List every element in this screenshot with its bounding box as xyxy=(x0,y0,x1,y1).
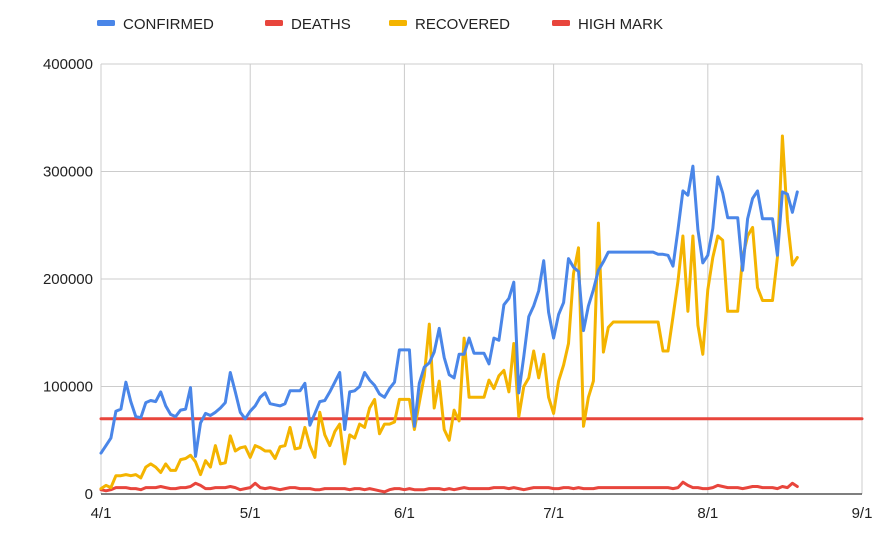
legend-label-deaths: DEATHS xyxy=(291,16,351,33)
legend-swatch-high-mark xyxy=(552,20,570,26)
legend-item-deaths[interactable]: DEATHS xyxy=(265,16,351,33)
y-tick-label: 400000 xyxy=(43,56,93,73)
legend-item-recovered[interactable]: RECOVERED xyxy=(389,16,510,33)
legend-label-high-mark: HIGH MARK xyxy=(578,16,663,33)
legend-swatch-deaths xyxy=(265,20,283,26)
x-tick-label: 5/1 xyxy=(240,505,261,522)
x-tick-label: 8/1 xyxy=(697,505,718,522)
series-line-recovered[interactable] xyxy=(99,134,799,491)
series-line-deaths[interactable] xyxy=(99,480,799,494)
legend-swatch-recovered xyxy=(389,20,407,26)
legend-swatch-confirmed xyxy=(97,20,115,26)
y-tick-label: 300000 xyxy=(43,164,93,181)
x-tick-label: 7/1 xyxy=(543,505,564,522)
legend-item-high-mark[interactable]: HIGH MARK xyxy=(552,16,663,33)
legend: CONFIRMED DEATHS RECOVERED HIGH MARK xyxy=(97,16,663,33)
legend-label-confirmed: CONFIRMED xyxy=(123,16,214,33)
grid xyxy=(100,63,863,495)
axes: 0 100000 200000 300000 400000 4/1 5/1 6/1 7/1 8/1… xyxy=(43,56,872,522)
legend-label-recovered: RECOVERED xyxy=(415,16,510,33)
x-tick-label: 4/1 xyxy=(91,505,112,522)
x-tick-label: 6/1 xyxy=(394,505,415,522)
series-line-confirmed[interactable] xyxy=(99,164,799,458)
y-tick-label: 200000 xyxy=(43,271,93,288)
series xyxy=(99,134,864,494)
legend-item-confirmed[interactable]: CONFIRMED xyxy=(97,16,214,33)
y-tick-label: 100000 xyxy=(43,379,93,396)
x-tick-label: 9/1 xyxy=(852,505,873,522)
y-tick-label: 0 xyxy=(85,486,93,503)
